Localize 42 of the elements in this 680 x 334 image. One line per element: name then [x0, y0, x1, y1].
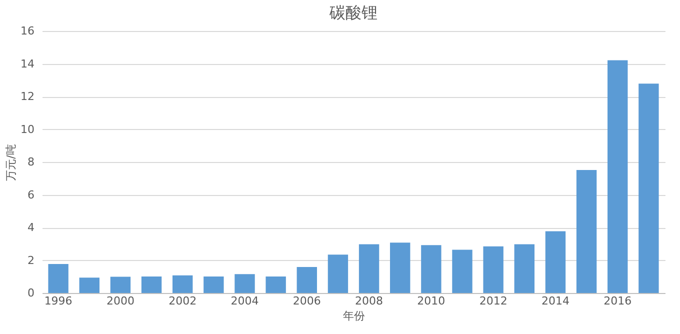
x-tick-label: 2016: [604, 294, 632, 308]
x-tick-label: 1996: [44, 294, 72, 308]
bar: [296, 266, 317, 293]
x-tick-label: 2012: [479, 294, 508, 308]
bar: [483, 246, 504, 293]
y-tick-label: 2: [28, 254, 34, 267]
bar: [234, 274, 255, 293]
y-tick-label: 4: [28, 221, 34, 234]
x-tick-label: 2008: [355, 294, 384, 308]
bar: [608, 60, 628, 293]
y-tick-label: 8: [28, 156, 34, 168]
y-tick-label: 0: [28, 286, 34, 300]
bar: [204, 276, 224, 293]
y-tick-label: 16: [20, 24, 34, 38]
bar: [390, 242, 410, 293]
x-tick-label: 2000: [106, 294, 134, 308]
bar: [576, 170, 597, 293]
bar: [110, 276, 131, 293]
bar: [452, 250, 472, 293]
bar: [141, 276, 162, 293]
x-tick-label: 2010: [417, 294, 446, 308]
bar: [172, 275, 193, 293]
x-tick-label: 2002: [168, 294, 197, 308]
chart-title: 碳酸锂: [328, 3, 378, 22]
y-tick-label: 10: [20, 122, 34, 136]
y-tick-label: 6: [28, 188, 34, 202]
x-axis-title: 年份: [343, 310, 365, 322]
y-tick-label: 12: [20, 90, 34, 103]
x-tick-label: 2004: [230, 294, 259, 308]
y-tick-label: 14: [20, 57, 34, 70]
x-tick-label: 2006: [292, 294, 321, 308]
bar: [514, 244, 534, 293]
x-tick-label: 2014: [541, 294, 570, 308]
bar: [328, 254, 348, 293]
bar: [266, 276, 286, 293]
bar: [358, 244, 380, 293]
y-axis-title: 万元/吨: [4, 144, 18, 181]
bar: [79, 278, 100, 293]
bar: [638, 84, 659, 293]
bar: [545, 231, 566, 293]
bar: [421, 245, 442, 293]
bar: [48, 264, 68, 293]
